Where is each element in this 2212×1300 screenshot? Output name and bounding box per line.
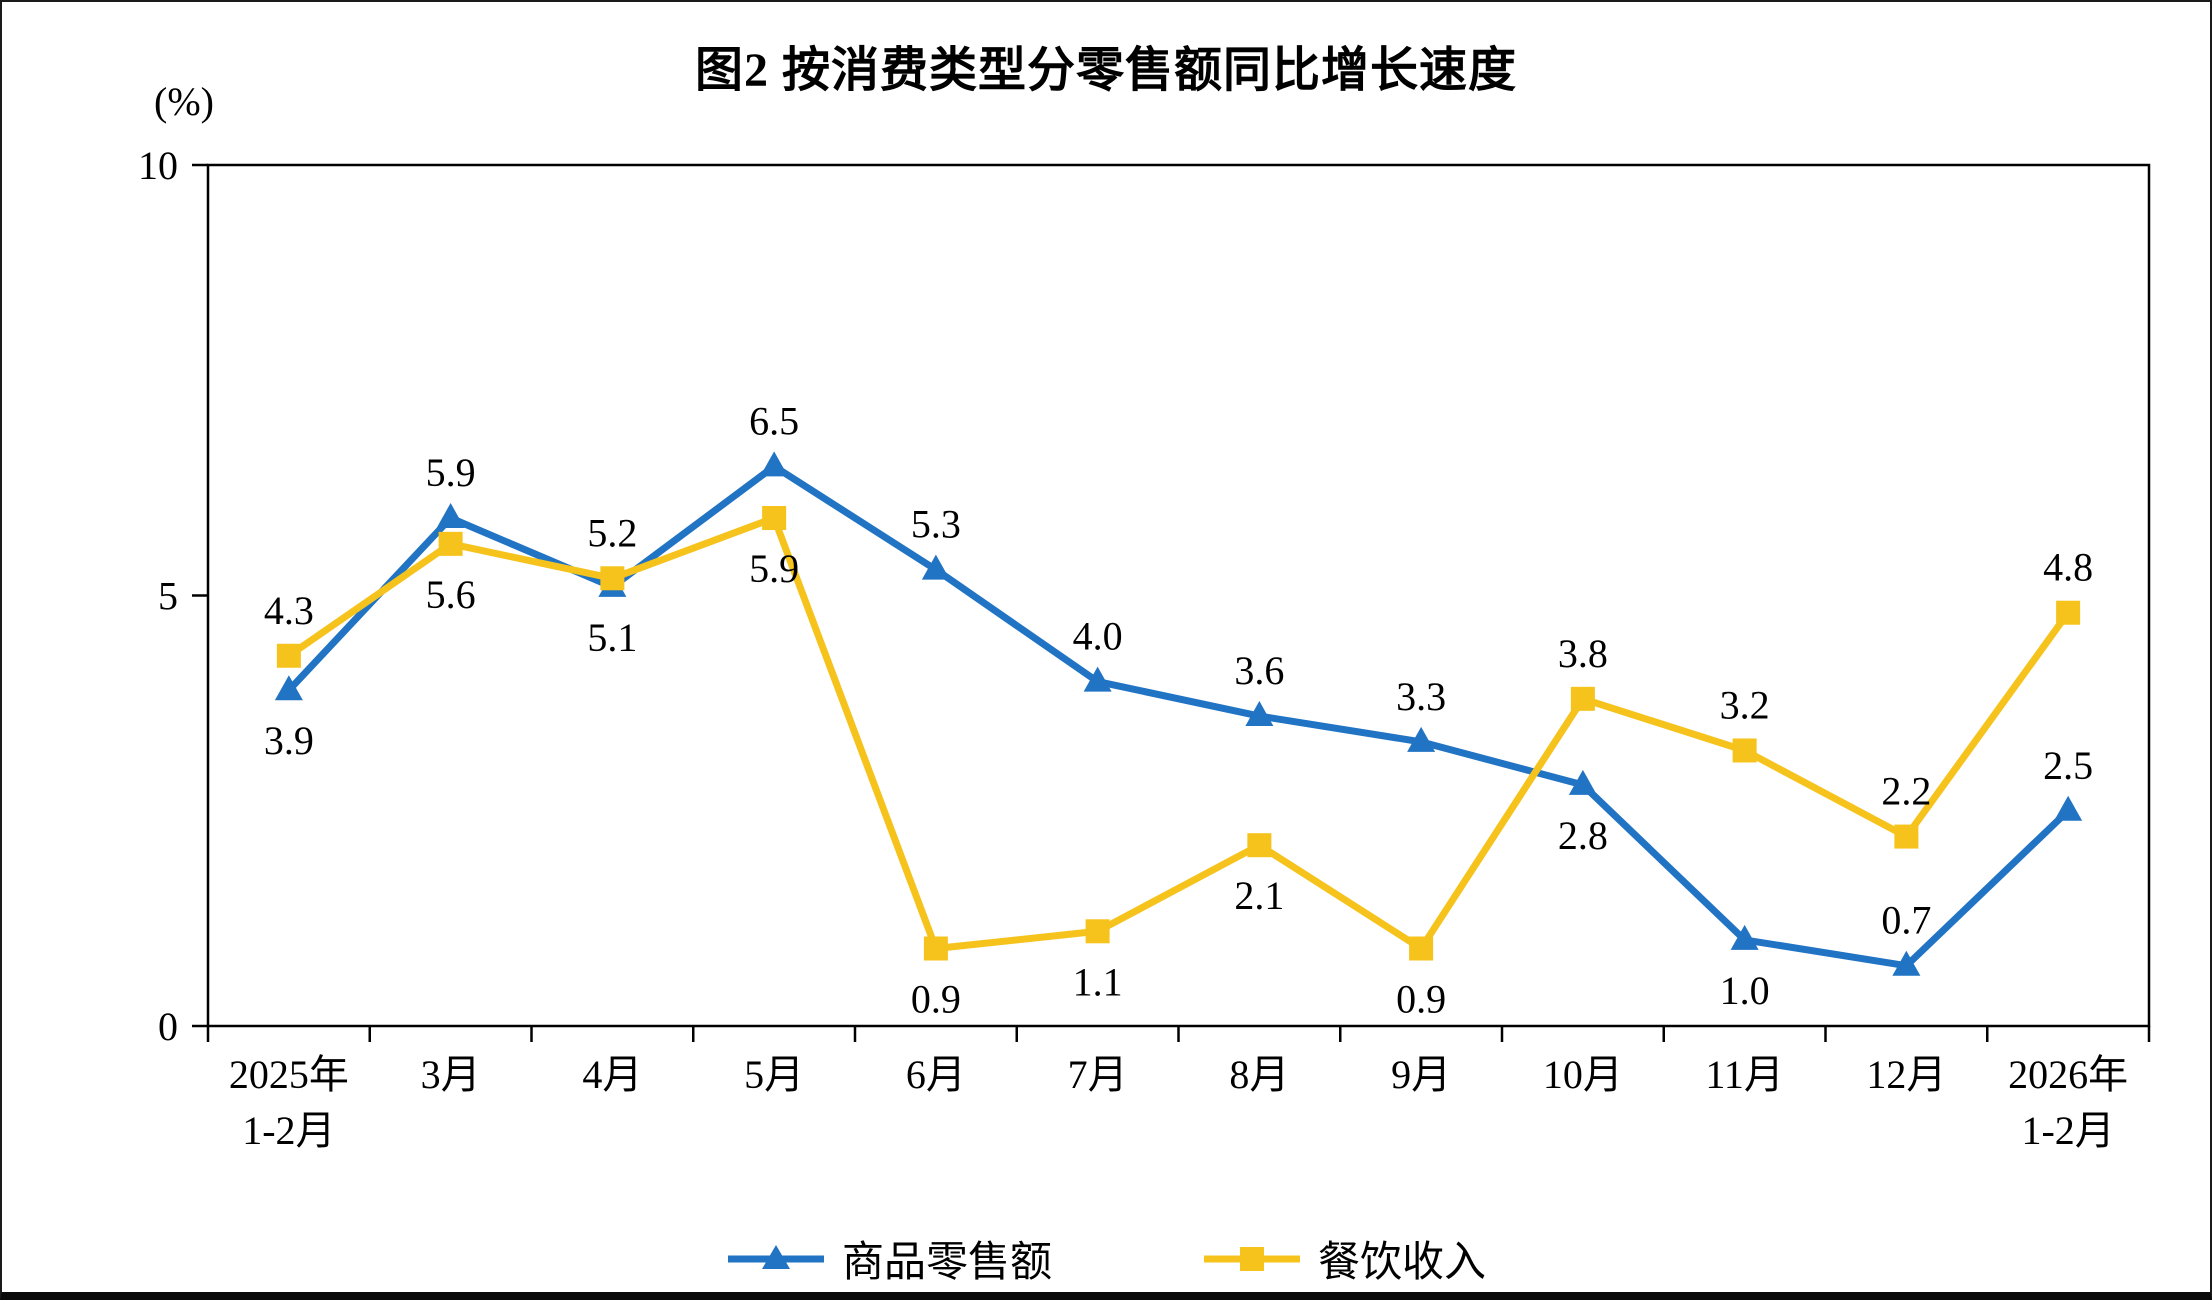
svg-text:2026年: 2026年 — [2008, 1052, 2128, 1097]
svg-text:9月: 9月 — [1391, 1052, 1451, 1097]
svg-text:3.3: 3.3 — [1396, 674, 1446, 719]
svg-text:10: 10 — [138, 143, 178, 188]
svg-text:1-2月: 1-2月 — [2021, 1108, 2114, 1153]
svg-text:2.1: 2.1 — [1234, 873, 1284, 918]
svg-text:2.2: 2.2 — [1881, 769, 1931, 814]
svg-text:5月: 5月 — [744, 1052, 804, 1097]
svg-text:11月: 11月 — [1705, 1052, 1784, 1097]
svg-text:5: 5 — [158, 574, 178, 619]
svg-text:0.7: 0.7 — [1881, 898, 1931, 943]
svg-text:4.3: 4.3 — [264, 588, 314, 633]
svg-text:3.6: 3.6 — [1234, 648, 1284, 693]
svg-text:8月: 8月 — [1229, 1052, 1289, 1097]
svg-text:3月: 3月 — [421, 1052, 481, 1097]
svg-text:6.5: 6.5 — [749, 398, 799, 443]
svg-text:5.9: 5.9 — [426, 450, 476, 495]
series-0: 3.9 5.9 5.1 6.5 5.3 4.0 3.6 3.3 2.8 1.0 0.7 2.5 — [264, 398, 2093, 1013]
svg-text:0.9: 0.9 — [911, 977, 961, 1022]
svg-text:3.9: 3.9 — [264, 718, 314, 763]
goods-retail-series-label: 商品零售额 — [841, 1240, 1052, 1286]
svg-text:2.8: 2.8 — [1558, 813, 1608, 858]
svg-text:5.3: 5.3 — [911, 502, 961, 547]
svg-text:1-2月: 1-2月 — [242, 1108, 335, 1153]
plot-border — [206, 163, 2151, 1028]
goods-retail-series-swatch — [727, 1244, 824, 1269]
svg-text:5.2: 5.2 — [587, 510, 637, 555]
catering-income-series-label: 餐饮收入 — [1318, 1240, 1487, 1286]
svg-text:4.0: 4.0 — [1073, 614, 1123, 659]
svg-text:3.8: 3.8 — [1558, 631, 1608, 676]
svg-text:5.6: 5.6 — [426, 572, 476, 617]
svg-text:3.2: 3.2 — [1720, 682, 1770, 727]
y-axis-unit-label: (%) — [154, 79, 214, 124]
svg-text:5.9: 5.9 — [749, 546, 799, 591]
chart-title: 图2 按消费类型分零售额同比增长速度 — [694, 44, 1517, 97]
svg-text:1.1: 1.1 — [1073, 959, 1123, 1004]
svg-text:5.1: 5.1 — [587, 615, 637, 660]
series-1: 4.3 5.6 5.2 5.9 0.9 1.1 2.1 0.9 3.8 3.2 2.2 4.8 — [264, 506, 2093, 1022]
svg-text:0.9: 0.9 — [1396, 977, 1446, 1022]
catering-income-series-swatch — [1204, 1246, 1300, 1271]
svg-text:4月: 4月 — [582, 1052, 642, 1097]
svg-text:1.0: 1.0 — [1720, 968, 1770, 1013]
svg-text:10月: 10月 — [1543, 1052, 1623, 1097]
svg-text:6月: 6月 — [906, 1052, 966, 1097]
svg-text:12月: 12月 — [1866, 1052, 1946, 1097]
svg-text:4.8: 4.8 — [2043, 545, 2093, 590]
svg-text:2025年: 2025年 — [229, 1052, 349, 1097]
svg-text:0: 0 — [158, 1004, 178, 1049]
svg-text:7月: 7月 — [1068, 1052, 1128, 1097]
legend: 商品零售额 餐饮收入 — [2, 1228, 2210, 1289]
legend-item-catering-income: 餐饮收入 — [1202, 1228, 1486, 1289]
svg-text:2.5: 2.5 — [2043, 743, 2093, 788]
legend-item-goods-retail: 商品零售额 — [726, 1228, 1052, 1289]
